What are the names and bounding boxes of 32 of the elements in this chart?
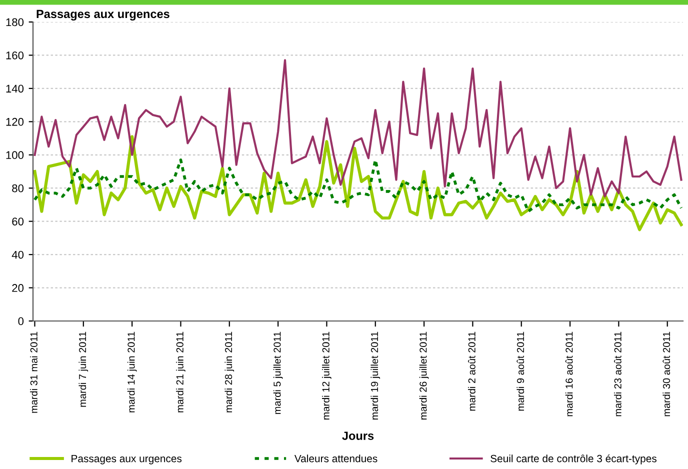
legend-label: Seuil carte de contrôle 3 écart-types	[490, 454, 656, 464]
y-tick-label: 120	[6, 118, 24, 126]
x-tick-label: mardi 28 juin 2011	[224, 332, 234, 412]
y-tick-label: 20	[12, 284, 24, 292]
x-tick-label: mardi 21 juin 2011	[176, 332, 186, 412]
x-tick-label: mardi 2 août 2011	[468, 332, 476, 411]
line-series	[33, 158, 683, 213]
legend-label: Valeurs attendues	[294, 454, 378, 462]
legend-label: Passages aux urgences	[72, 454, 182, 464]
x-tick-label: mardi 7 juin 2011	[78, 332, 88, 407]
x-tick-label: mardi 9 août 2011	[516, 332, 524, 411]
x-tick-label: mardi 19 juillet 2011	[370, 332, 380, 420]
x-tick-label: mardi 5 juillet 2011	[273, 332, 283, 414]
y-tick-label: 60	[12, 218, 24, 226]
line-series	[34, 59, 682, 198]
x-tick-label: mardi 12 juillet 2011	[322, 332, 332, 420]
y-tick-label: 40	[12, 250, 24, 259]
line-series	[33, 135, 683, 232]
y-tick-label: 180	[6, 18, 24, 26]
y-tick-label: 160	[6, 51, 24, 60]
y-tick-label: 100	[6, 151, 24, 160]
x-tick-label: mardi 30 août 2011	[662, 332, 670, 416]
x-axis-title: Jours	[342, 432, 374, 440]
x-tick-label: mardi 31 mai 2011	[30, 332, 38, 413]
y-tick-label: 80	[12, 184, 24, 192]
x-tick-label: mardi 23 août 2011	[614, 332, 622, 416]
y-tick-label: 0	[18, 317, 24, 326]
y-tick-label: 140	[6, 84, 24, 93]
x-tick-label: mardi 14 juin 2011	[127, 332, 137, 412]
x-tick-label: mardi 16 août 2011	[565, 332, 573, 416]
x-tick-label: mardi 26 juillet 2011	[419, 332, 429, 420]
chart-title: Passages aux urgences	[36, 10, 170, 20]
